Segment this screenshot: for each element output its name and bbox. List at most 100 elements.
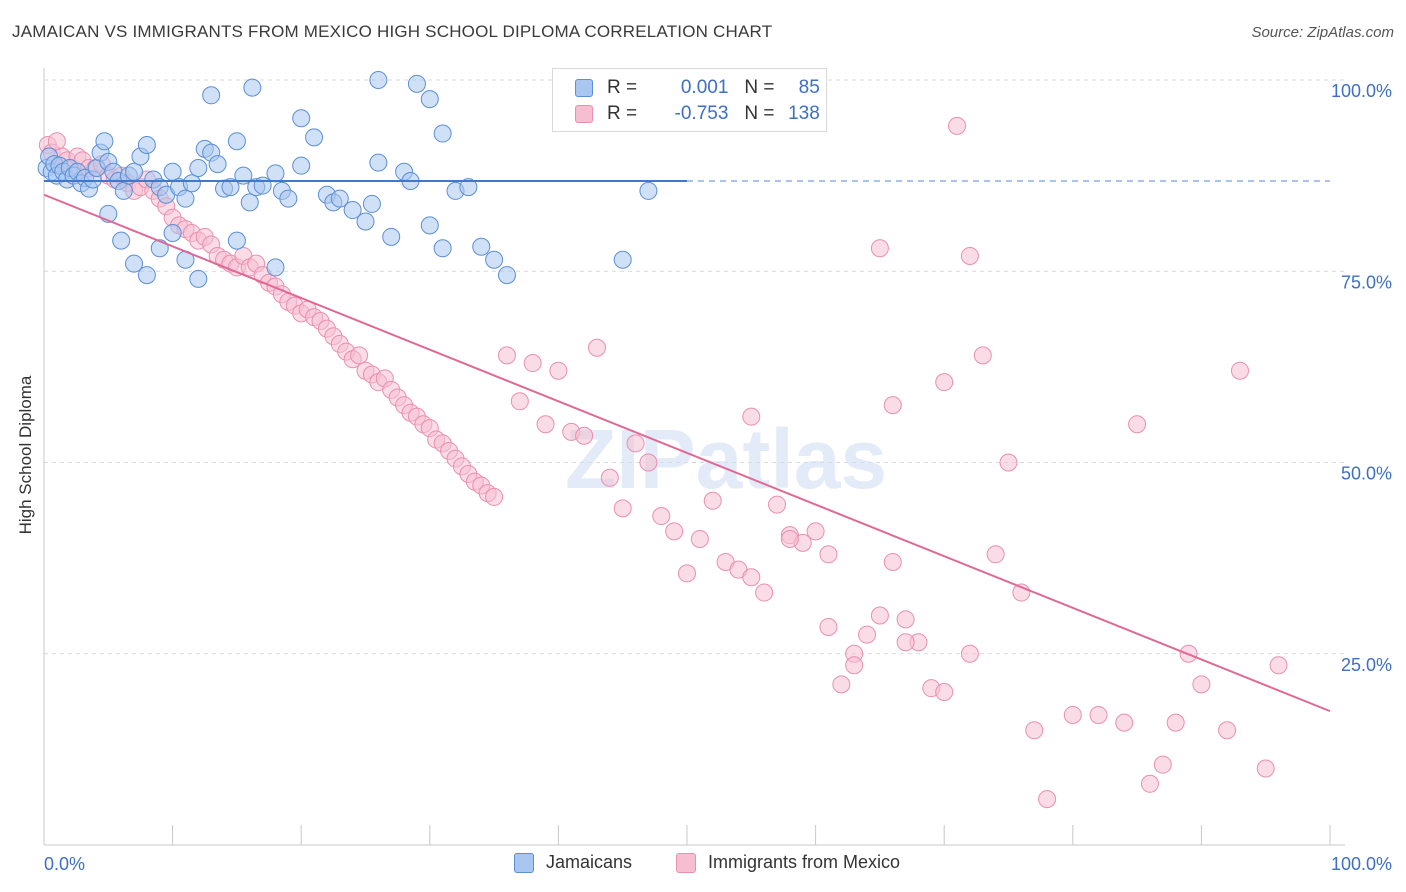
jamaican-point [176,189,195,208]
y-tick-label: 75.0% [1341,272,1392,292]
mexico-trend-line [43,193,1331,713]
mexico-point [896,610,915,629]
legend-item-jamaicans[interactable]: Jamaicans [514,852,632,873]
jamaican-point [292,156,311,175]
jamaican-point [163,224,182,242]
x-tick-label: 100.0% [1331,854,1392,874]
mexico-point [935,683,954,701]
mexico-point [870,239,889,258]
mexico-point [1192,675,1211,694]
jamaican-point [227,231,246,250]
jamaican-point [433,239,452,258]
n-value: 138 [788,103,820,124]
jamaican-point [472,237,491,256]
mexico-point [536,415,555,434]
jamaican-point [240,193,259,212]
mexico-point [1128,415,1147,434]
mexico-point [639,453,658,472]
jamaican-point [137,136,156,155]
jamaican-point [243,78,262,97]
jamaican-point [420,90,439,109]
mexico-point [1166,713,1185,732]
mexico-point [1025,721,1044,740]
mexico-point [613,499,632,518]
mexico-point [575,426,594,445]
jamaican-point [208,155,227,174]
jamaican-point [639,181,658,200]
jamaican-point [407,74,426,93]
mexico-point [665,522,684,541]
pink-swatch [575,105,593,123]
mexico-point [742,407,761,426]
blue-swatch [575,79,593,97]
mexico-point [626,434,645,453]
mexico-point [1256,759,1275,778]
mexico-point [47,132,66,151]
jamaican-point [343,201,362,220]
mexico-point [960,246,979,265]
mexico-point [806,522,825,541]
blue-swatch [514,852,534,873]
legend-label: Jamaicans [546,852,633,872]
mexico-point [845,656,864,675]
jamaican-point [362,194,381,213]
mexico-point [652,507,671,526]
mexico-point [986,545,1005,564]
jamaican-point [382,227,401,246]
r-value: -0.753 [674,103,729,124]
jamaican-point [497,266,516,285]
mexico-point [1038,790,1057,809]
jamaican-point [125,162,144,181]
mexico-point [690,530,709,548]
mexico-point [1140,774,1159,793]
mexico-point [523,354,542,373]
mexico-point [960,644,979,663]
mexico-point [549,361,568,380]
mexico-point [780,530,799,548]
mexico-point [948,116,967,135]
mexico-point [485,487,504,506]
r-label: R = [607,77,638,98]
series-legend: Jamaicans Immigrants from Mexico [0,852,1406,876]
mexico-point [755,583,774,602]
n-label: N = [744,103,775,124]
mexico-point [883,552,902,571]
jamaican-point [369,71,388,89]
jamaican-point [305,128,324,147]
mexico-point [1218,721,1237,740]
legend-item-mexico[interactable]: Immigrants from Mexico [676,852,900,873]
jamaican-point [221,178,240,197]
jamaican-point [182,174,201,193]
mexico-point [883,396,902,415]
legend-label: Immigrants from Mexico [708,852,901,872]
mexico-point [1269,656,1288,675]
mexico-point [999,453,1018,472]
jamaican-point [234,166,253,185]
n-label: N = [744,77,775,98]
stats-row-mexico: R = -0.753 N = 138 [575,103,820,125]
jamaican-point [266,258,285,277]
mexico-point [896,633,915,652]
x-tick-label: 0.0% [44,854,85,874]
mexico-point [1153,755,1172,774]
jamaican-point [266,164,285,183]
jamaican-point [356,212,375,231]
r-label: R = [607,103,638,124]
mexico-point [587,338,606,357]
mexico-point [973,346,992,365]
n-value: 85 [798,77,820,98]
jamaican-point [163,162,182,181]
jamaican-point [613,250,632,269]
y-tick-label: 100.0% [1331,81,1392,101]
mexico-point [1115,713,1134,732]
jamaican-point [330,189,349,208]
watermark: ZIPatlas [565,412,887,506]
chart-title: JAMAICAN VS IMMIGRANTS FROM MEXICO HIGH … [12,22,773,41]
stats-legend: R = 0.001 N = 85 R = -0.753 N = 138 [552,68,827,132]
mexico-point [935,373,954,392]
mexico-point [600,468,619,487]
jamaican-point [125,254,144,273]
jamaican-point [189,158,208,177]
mexico-point [497,346,516,365]
